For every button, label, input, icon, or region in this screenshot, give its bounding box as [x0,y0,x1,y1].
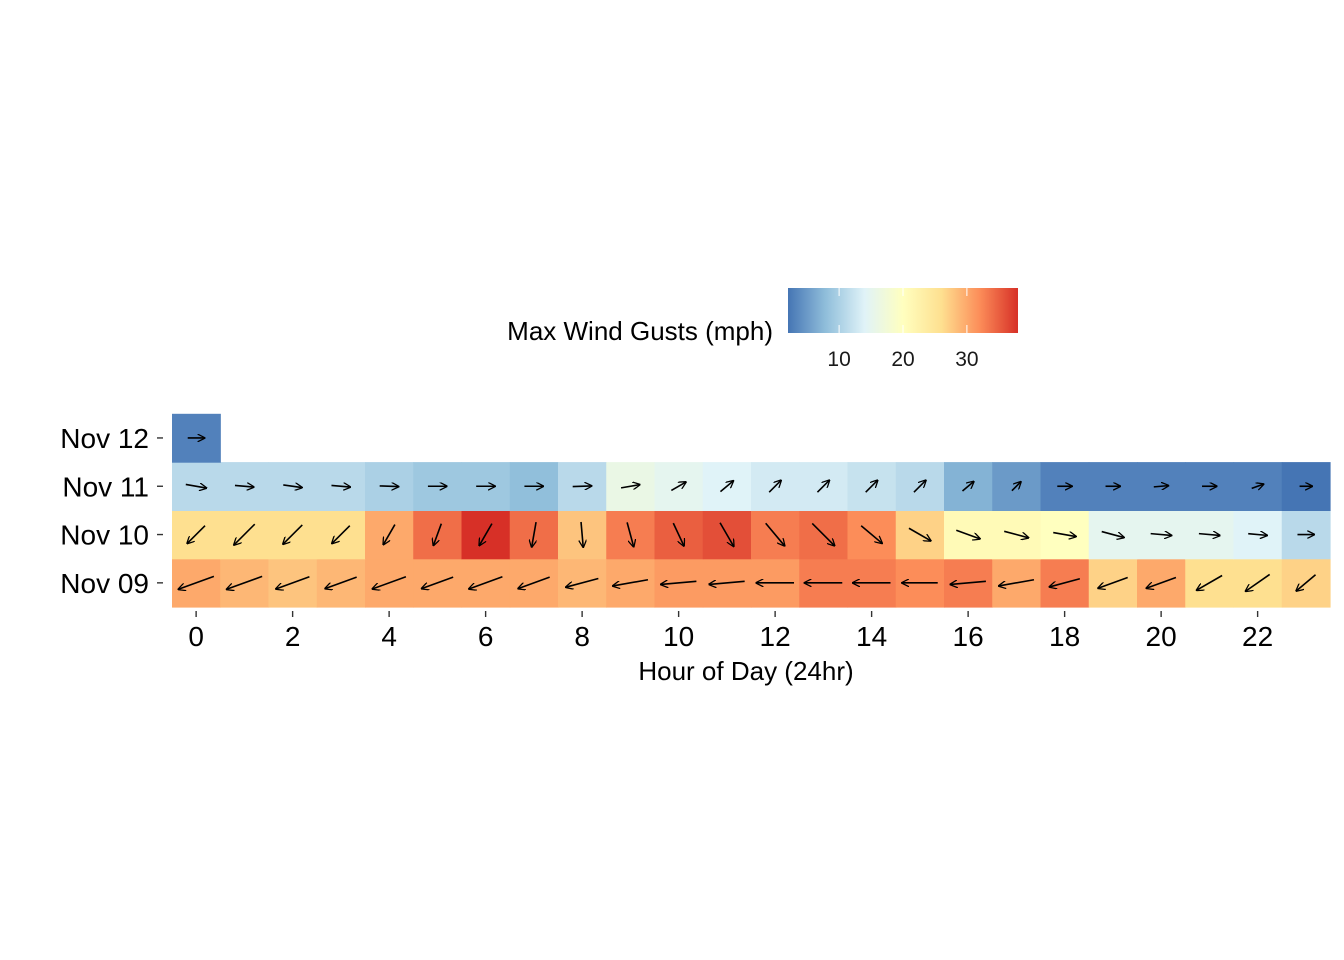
wind-arrow [816,480,829,493]
wind-arrow [956,529,980,539]
wind-arrow [719,481,733,493]
legend-tick-label: 10 [827,348,850,371]
wind-arrow [383,524,396,545]
wind-arrow [283,485,302,488]
x-tick-label: 16 [953,621,984,652]
wind-arrow [379,486,399,487]
wind-arrow [913,480,926,493]
x-tick-label: 18 [1049,621,1080,652]
wind-arrow [709,581,745,584]
legend-ticks: 10 20 30 [827,288,979,371]
wind-arrow [325,576,357,589]
wind-arrow [1011,482,1021,492]
wind-arrow [372,575,407,589]
wind-arrow [187,525,206,544]
y-tick-label: Nov 09 [60,568,149,599]
wind-arrow [433,523,443,546]
x-axis: 0 2 4 6 8 10 12 14 16 18 20 22 [188,611,1273,652]
wind-arrow [620,485,640,488]
wind-arrow [479,523,493,546]
wind-arrow [661,581,697,584]
wind-arrow [185,484,207,488]
wind-arrow [1197,574,1223,591]
wind-arrow [1098,576,1128,588]
wind-arrow [234,485,254,487]
wind-arrow [469,575,503,589]
wind-arrow [765,522,785,546]
wind-arrow [581,521,583,547]
legend-title: Max Wind Gusts (mph) [507,316,773,346]
wind-arrow [1153,486,1169,487]
wind-arrow [1248,534,1267,536]
wind-arrow [283,524,303,544]
x-tick-label: 4 [381,621,397,652]
wind-arrow [331,485,350,487]
x-tick-label: 20 [1146,621,1177,652]
wind-arrows [178,438,1317,591]
wind-arrow [811,522,834,545]
wind-arrow [572,486,592,487]
wind-arrow [276,575,310,589]
x-tick-label: 8 [574,621,590,652]
wind-arrow [532,522,536,547]
wind-arrow [1246,573,1271,591]
wind-arrow [670,482,686,492]
wind-arrow [1150,534,1172,536]
x-axis-title: Hour of Day (24hr) [638,656,853,686]
wind-arrow [1251,484,1264,488]
x-tick-label: 6 [478,621,494,652]
y-axis: Nov 09 Nov 10 Nov 11 Nov 12 [60,423,163,599]
wind-arrow [422,576,454,589]
y-tick-label: Nov 12 [60,423,149,454]
x-tick-label: 10 [663,621,694,652]
wind-arrow [227,575,263,589]
legend-tick-label: 20 [891,348,914,371]
wind-arrow [865,480,878,493]
wind-arrow [950,581,986,584]
wind-arrow [178,575,215,589]
wind-arrow [1049,577,1081,587]
wind-arrow [566,577,599,588]
legend-tick-label: 30 [955,348,978,371]
x-tick-label: 0 [188,621,204,652]
x-tick-label: 2 [285,621,301,652]
heatmap-cells [172,413,1331,608]
wind-arrow [613,578,649,586]
x-tick-label: 14 [856,621,887,652]
wind-arrow [1101,530,1124,538]
wind-arrow [768,480,781,493]
y-tick-label: Nov 11 [62,471,149,502]
wind-arrow [908,527,931,541]
y-tick-label: Nov 10 [60,520,149,551]
x-tick-label: 12 [760,621,791,652]
wind-arrow [1296,574,1317,591]
wind-arrow [234,523,256,545]
wind-arrow [860,525,882,544]
wind-arrow [1003,530,1028,538]
wind-arrow [1198,534,1220,536]
x-tick-label: 22 [1242,621,1273,652]
wind-arrow [626,522,634,546]
wind-arrow [961,482,973,492]
legend: Max Wind Gusts (mph) 10 20 30 [507,288,1018,371]
wind-arrow [518,576,550,589]
wind-arrow [719,522,734,547]
wind-arrow [999,578,1035,586]
wind-arrow [672,522,684,546]
wind-arrow [1146,576,1177,588]
wind-arrow [332,525,351,544]
wind-arrow [1053,533,1076,537]
